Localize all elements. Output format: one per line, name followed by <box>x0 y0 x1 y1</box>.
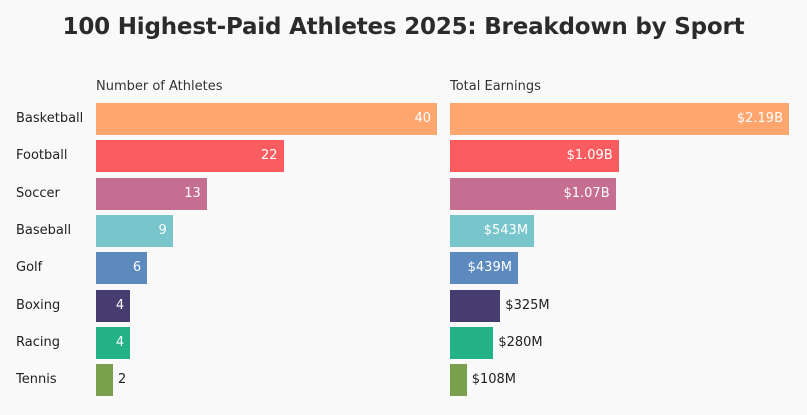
bar <box>450 140 619 173</box>
bar <box>450 364 467 397</box>
bar <box>96 252 148 285</box>
category-label: Boxing <box>16 297 61 313</box>
data-label: 9 <box>158 222 167 238</box>
data-label: $280M <box>498 334 543 350</box>
data-label: 22 <box>261 148 278 164</box>
bar <box>96 289 131 322</box>
data-label: $1.09B <box>566 148 613 164</box>
data-label: $325M <box>505 297 550 313</box>
data-label: 40 <box>414 111 431 126</box>
data-label: 6 <box>132 260 142 276</box>
category-label: Soccer <box>16 185 60 201</box>
bar <box>450 103 789 135</box>
data-label: $439M <box>467 260 512 276</box>
panel-title: Total Earnings <box>450 79 541 94</box>
data-label: 2 <box>118 372 127 388</box>
category-label: Racing <box>16 334 60 350</box>
data-label: $2.19B <box>736 111 783 126</box>
category-label: Golf <box>16 260 43 276</box>
category-label: Basketball <box>16 111 84 126</box>
data-label: 4 <box>115 297 125 313</box>
bar <box>96 364 114 397</box>
bar <box>450 289 501 322</box>
bar <box>96 103 437 135</box>
bar <box>96 140 284 173</box>
bar <box>96 177 207 210</box>
category-label: Tennis <box>16 372 57 388</box>
data-label: $1.07B <box>563 185 610 201</box>
data-label: $108M <box>471 372 517 388</box>
bar <box>96 326 131 359</box>
bar <box>450 214 535 247</box>
bar <box>450 177 616 210</box>
category-label: Baseball <box>16 222 72 238</box>
bar <box>96 214 173 247</box>
bar <box>450 326 494 359</box>
bar <box>450 252 518 285</box>
category-label: Football <box>16 148 68 164</box>
data-label: $543M <box>483 222 529 238</box>
data-label: 13 <box>184 185 201 201</box>
panel-title: Number of Athletes <box>96 79 223 94</box>
data-label: 4 <box>115 334 125 350</box>
chart-title: 100 Highest-Paid Athletes 2025: Breakdow… <box>62 14 745 40</box>
